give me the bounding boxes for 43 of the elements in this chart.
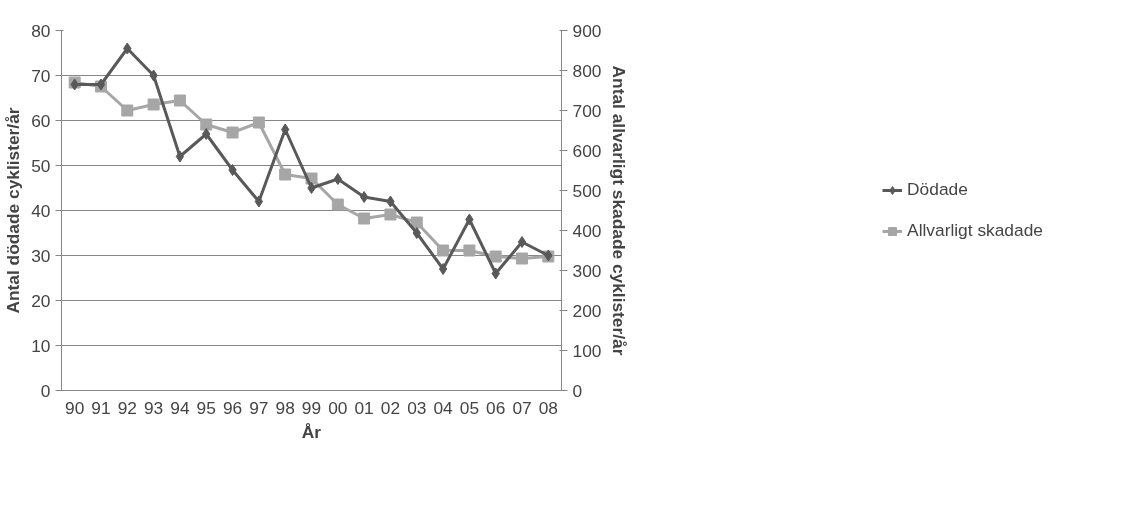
x-tick-label: 04 xyxy=(433,397,454,418)
y-tick-label: 50 xyxy=(31,155,51,176)
y-tick-label: 70 xyxy=(31,65,51,86)
y-tick-label: 10 xyxy=(31,335,51,356)
y-tick-label: 80 xyxy=(31,20,51,41)
x-tick-label: 02 xyxy=(380,397,401,418)
y2-tick-label: 0 xyxy=(572,380,583,401)
x-tick-label: 95 xyxy=(196,397,216,418)
x-tick-label: 96 xyxy=(222,397,243,418)
y2-axis-title: Antal allvarligt skadade cyklister/år xyxy=(609,65,630,356)
x-tick-label: 06 xyxy=(486,397,506,418)
x-tick-label: 05 xyxy=(459,397,480,418)
y2-tick-label: 900 xyxy=(572,20,602,41)
x-tick-label: 08 xyxy=(538,397,558,418)
y-tick-label: 40 xyxy=(31,200,51,221)
y2-tick-label: 200 xyxy=(572,300,602,321)
x-tick-label: 97 xyxy=(249,397,269,418)
x-tick-label: 90 xyxy=(65,397,85,418)
x-tick-label: 91 xyxy=(91,397,111,418)
x-tick-label: 94 xyxy=(170,397,190,418)
y-tick-label: 0 xyxy=(40,380,51,401)
legend-label: Allvarligt skadade xyxy=(907,220,1043,241)
x-tick-label: 03 xyxy=(407,397,427,418)
y2-tick-label: 300 xyxy=(572,260,602,281)
y-tick-label: 30 xyxy=(31,245,51,266)
y2-tick-label: 100 xyxy=(572,340,602,361)
x-tick-label: 99 xyxy=(301,397,322,418)
y2-tick-label: 700 xyxy=(572,100,602,121)
y2-tick-label: 800 xyxy=(572,60,602,81)
x-tick-label: 01 xyxy=(354,397,374,418)
y-axis-title: Antal dödade cyklister/år xyxy=(3,107,24,314)
y2-tick-label: 500 xyxy=(572,180,602,201)
x-tick-label: 07 xyxy=(512,397,532,418)
y-tick-label: 20 xyxy=(31,290,51,311)
y2-tick-label: 600 xyxy=(572,140,602,161)
x-tick-label: 92 xyxy=(117,397,137,418)
y2-tick-label: 400 xyxy=(572,220,602,241)
x-axis-title: År xyxy=(301,421,322,442)
x-tick-label: 00 xyxy=(328,397,348,418)
y-tick-label: 60 xyxy=(31,110,51,131)
x-tick-label: 93 xyxy=(143,397,164,418)
legend-label: Dödade xyxy=(907,179,968,200)
x-tick-label: 98 xyxy=(275,397,295,418)
